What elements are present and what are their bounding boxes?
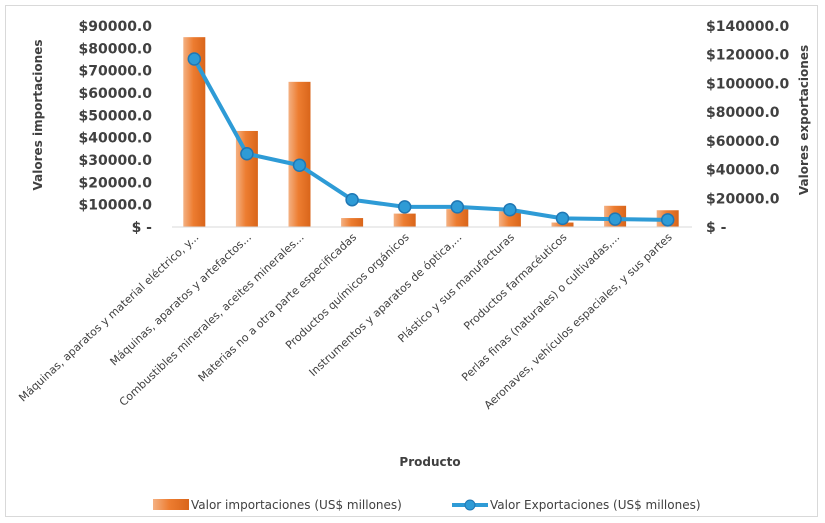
y-axis-left-title: Valores importaciones: [31, 40, 45, 191]
legend-label-importaciones: Valor importaciones (US$ millones): [191, 498, 402, 512]
y-left-tick-label: $10000.0: [78, 198, 152, 214]
y-axis-left-ticks: $ - $10000.0 $20000.0 $30000.0 $40000.0 $5000…: [78, 19, 152, 236]
bar-importaciones: [288, 81, 311, 227]
y-right-tick-label: $140000.0: [706, 19, 790, 35]
category-labels: Máquinas, aparatos y material eléctrico,…: [16, 231, 675, 412]
y-left-tick-label: $20000.0: [78, 175, 152, 191]
y-right-tick-label: $ -: [706, 220, 727, 236]
y-axis-right-ticks: $ - $20000.0 $40000.0 $60000.0 $80000.0 $1000…: [706, 19, 790, 236]
point-exportaciones: [292, 158, 307, 173]
category-label: Productos farmacéuticos: [461, 231, 569, 333]
bar-series: [183, 37, 679, 227]
y-right-tick-label: $40000.0: [706, 163, 780, 179]
y-left-tick-label: $70000.0: [78, 64, 152, 80]
category-label: Máquinas, aparatos y material eléctrico,…: [16, 231, 201, 405]
x-axis-title: Producto: [399, 455, 460, 469]
point-exportaciones: [240, 147, 254, 161]
legend-label-exportaciones: Valor Exportaciones (US$ millones): [490, 498, 701, 512]
y-left-tick-label: $40000.0: [78, 131, 152, 147]
y-right-tick-label: $100000.0: [706, 76, 790, 92]
bar-importaciones: [498, 211, 521, 227]
point-exportaciones: [345, 192, 359, 207]
y-left-tick-label: $50000.0: [78, 108, 152, 124]
line-exportaciones: [192, 57, 670, 222]
y-left-tick-label: $60000.0: [78, 86, 152, 102]
bar-importaciones: [183, 37, 206, 227]
y-left-tick-label: $30000.0: [78, 153, 152, 169]
y-right-tick-label: $120000.0: [706, 48, 790, 64]
bar-importaciones: [235, 130, 258, 227]
legend-swatch-importaciones: [153, 499, 189, 510]
point-exportaciones: [503, 203, 517, 217]
point-exportaciones: [187, 52, 202, 66]
y-left-tick-label: $80000.0: [78, 41, 152, 57]
category-label: Combustibles minerales, aceites minerale…: [117, 231, 307, 409]
point-exportaciones: [555, 211, 570, 226]
y-right-tick-label: $20000.0: [706, 191, 780, 207]
y-left-tick-label: $90000.0: [78, 19, 152, 35]
legend: Valor importaciones (US$ millones) Valor…: [153, 498, 701, 512]
y-right-tick-label: $80000.0: [706, 105, 780, 121]
y-axis-right-title: Valores exportaciones: [797, 45, 811, 195]
category-label: Aeronaves, vehículos espaciales, y sus p…: [482, 231, 675, 412]
y-right-tick-label: $60000.0: [706, 134, 780, 150]
bar-importaciones: [393, 213, 416, 227]
bar-importaciones: [446, 209, 469, 227]
point-exportaciones: [450, 200, 465, 214]
y-left-tick-label: $ -: [132, 220, 153, 236]
point-exportaciones: [660, 213, 675, 227]
bar-importaciones: [341, 218, 364, 227]
legend-marker-exportaciones: [464, 499, 476, 511]
point-exportaciones: [608, 212, 622, 226]
point-exportaciones: [397, 200, 412, 214]
chart-frame: [5, 5, 818, 517]
line-series: [187, 52, 675, 227]
